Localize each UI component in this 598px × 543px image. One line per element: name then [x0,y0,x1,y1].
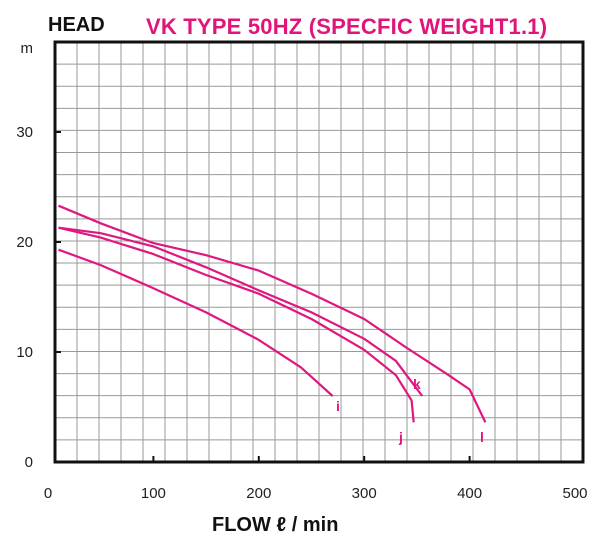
x-axis-label: FLOW ℓ / min [212,514,339,536]
x-tick-label: 100 [141,485,166,502]
curve-label-j: j [398,429,403,445]
x-tick-label: 300 [352,485,377,502]
grid-lines [55,42,583,462]
chart-title: VK TYPE 50HZ (SPECFIC WEIGHT1.1) [146,14,548,39]
axis-ticks: 0 100 200 300 400 500 0 10 20 30 [16,124,587,502]
curve-label-l: l [480,429,484,445]
y-tick-label: 20 [16,234,33,251]
curve-k [58,226,424,397]
x-tick-label: 200 [246,485,271,502]
y-unit-label: m [21,40,34,57]
y-tick-label: 10 [16,344,33,361]
x-tick-label: 500 [562,485,587,502]
x-tick-label: 0 [44,485,52,502]
curve-j [58,226,415,423]
plot-frame [53,40,585,464]
head-axis-label: HEAD [48,14,105,36]
curve-l [58,204,487,423]
curve-i [58,248,334,397]
curve-label-k: k [413,376,421,392]
curve-label-i: i [336,398,340,414]
y-tick-label: 30 [16,124,33,141]
performance-curves [58,204,487,423]
y-tick-label: 0 [25,454,33,471]
x-tick-label: 400 [457,485,482,502]
curve-labels: i j k l [336,376,484,445]
